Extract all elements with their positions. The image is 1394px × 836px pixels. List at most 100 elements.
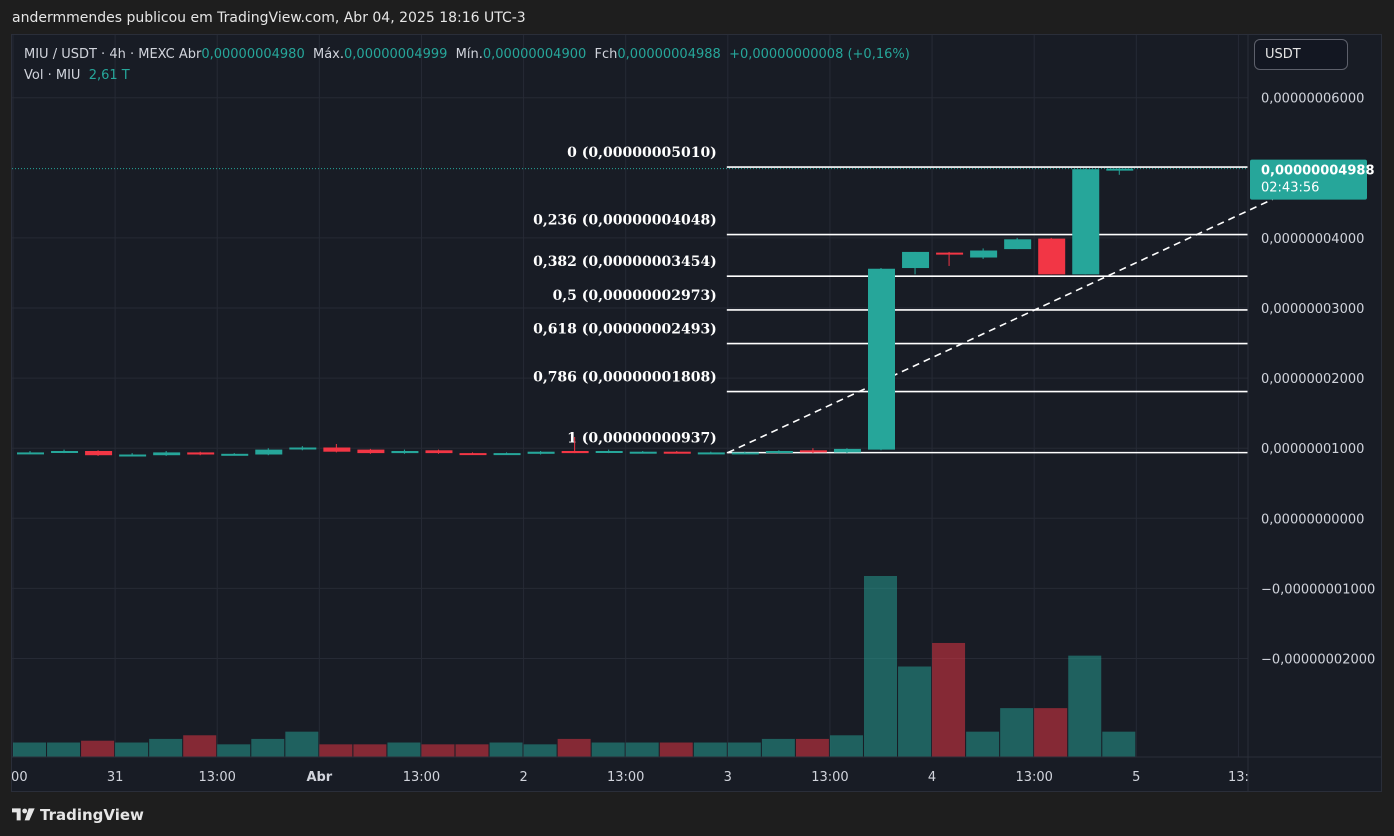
candle-body — [595, 451, 623, 454]
price-axis-tick-label: 0,00000007000 — [1261, 35, 1364, 37]
chart-panel[interactable]: 0 (0,00000005010) 0,236 (0,00000004048) 0,… — [11, 34, 1382, 792]
volume-bar — [1068, 655, 1102, 757]
trend-line-segment — [727, 198, 1273, 454]
fibonacci-retracement[interactable]: 0 (0,00000005010) 0,236 (0,00000004048) 0,… — [12, 145, 1248, 454]
time-axis-tick-label: 4 — [928, 770, 936, 785]
volume-legend: Vol · MIU 2,61 T — [24, 68, 130, 83]
open-label: Abr — [178, 47, 202, 62]
price-axis-tick-label: 0,00000001000 — [1261, 442, 1364, 457]
volume-bar — [693, 742, 727, 757]
fib-level-label: 0,236 (0,00000004048) — [533, 213, 717, 229]
candlesticks — [17, 167, 1134, 457]
volume-bar — [47, 742, 81, 757]
candle-body — [1106, 168, 1134, 171]
candle-body — [833, 448, 861, 453]
trend-line[interactable] — [727, 198, 1273, 454]
close-label: Fch — [594, 47, 618, 62]
time-axis-tick-label: 13: — [1228, 770, 1249, 785]
fib-level-label: 0,618 (0,00000002493) — [533, 322, 717, 338]
price-axis-tick-label: −0,00000001000 — [1261, 582, 1375, 597]
candle-body — [459, 453, 487, 456]
volume-bar — [285, 731, 319, 757]
volume-bar — [455, 744, 489, 757]
low-value: 0,00000004900 — [482, 47, 587, 62]
candle-body — [391, 451, 419, 454]
time-axis-tick-label: 13:00 — [811, 770, 848, 785]
axes[interactable]: 0,00000007000 0,00000006000 0,00000004000 0… — [12, 35, 1381, 791]
volume-bar — [387, 742, 421, 757]
volume-bars — [13, 576, 1136, 757]
last-price-badge — [1250, 159, 1367, 200]
fib-level-label: 0,382 (0,00000003454) — [533, 254, 717, 270]
fib-level-label: 0,786 (0,00000001808) — [533, 370, 717, 386]
candle-body — [697, 452, 725, 455]
candle-body — [493, 453, 521, 456]
volume-bar — [353, 744, 387, 757]
candle-body — [17, 452, 44, 455]
price-axis-tick-label: 0,00000000000 — [1261, 512, 1364, 527]
volume-bar — [251, 738, 285, 757]
price-chart[interactable]: 0 (0,00000005010)0,236 (0,00000004048)0,… — [12, 35, 1381, 791]
high-value: 0,00000004999 — [344, 47, 448, 62]
candle-body — [663, 451, 691, 454]
volume-bar — [489, 742, 523, 757]
fib-level-label: 0 (0,00000005010) — [567, 145, 717, 161]
last-price-badge-value: 0,00000004988 — [1261, 164, 1374, 179]
time-axis-tick-label: 13:00 — [1015, 770, 1052, 785]
candle-body — [51, 451, 79, 454]
volume-bar — [319, 744, 353, 757]
volume-bar — [898, 666, 932, 757]
candle-body — [629, 451, 657, 454]
volume-bar — [591, 742, 625, 757]
volume-bar — [1102, 731, 1136, 757]
volume-bar — [523, 744, 557, 757]
close-value: 0,00000004988 — [617, 47, 721, 62]
currency-button[interactable]: USDT — [1254, 39, 1348, 70]
candle-body — [425, 450, 453, 454]
high-label: Máx. — [313, 47, 345, 62]
volume-bar — [795, 738, 829, 757]
candle-body — [1038, 238, 1066, 275]
candle-body — [187, 452, 215, 455]
ohlc-legend: MIU / USDT · 4h · MEXC Abr0,00000004980 … — [24, 47, 910, 62]
time-axis-tick-label: 3:00 — [12, 770, 28, 785]
symbol-label[interactable]: MIU / USDT · 4h · MEXC — [24, 47, 175, 62]
time-axis-tick-label: Abr — [306, 770, 332, 785]
time-axis-tick-label: 13:00 — [403, 770, 440, 785]
volume-bar — [217, 744, 251, 757]
attribution-text: andermmendes publicou em TradingView.com… — [12, 10, 526, 26]
volume-bar — [13, 742, 46, 757]
fib-level-label: 0,5 (0,00000002973) — [553, 288, 717, 304]
tradingview-brand: TradingView — [40, 806, 144, 824]
candle-body — [970, 250, 998, 258]
time-axis-tick-label: 3 — [724, 770, 732, 785]
candle-body — [1072, 169, 1100, 275]
last-price-badge-countdown: 02:43:56 — [1261, 181, 1319, 196]
volume-bar — [149, 738, 183, 757]
candle-body — [85, 451, 113, 456]
volume-label[interactable]: Vol · MIU — [24, 68, 81, 83]
volume-bar — [727, 742, 761, 757]
price-axis-tick-label: 0,00000004000 — [1261, 232, 1364, 247]
candle-body — [153, 452, 181, 456]
price-axis-tick-label: 0,00000006000 — [1261, 92, 1364, 107]
candle-body — [936, 252, 964, 255]
footer: TradingView — [12, 804, 144, 826]
tradingview-logo-icon — [12, 808, 35, 821]
volume-bar — [1000, 708, 1034, 757]
volume-bar — [81, 740, 115, 757]
candle-body — [765, 451, 793, 454]
price-axis-tick-label: −0,00000002000 — [1261, 653, 1375, 668]
volume-bar — [761, 738, 795, 757]
time-axis-tick-label: 13:00 — [198, 770, 235, 785]
price-axis-tick-label: 0,00000003000 — [1261, 302, 1364, 317]
volume-value: 2,61 T — [88, 68, 130, 83]
candle-body — [799, 450, 827, 453]
volume-bar — [115, 742, 149, 757]
volume-bar — [557, 738, 591, 757]
low-label: Mín. — [455, 47, 483, 62]
candle-body — [527, 451, 555, 454]
volume-bar — [829, 735, 863, 757]
volume-bar — [932, 642, 966, 757]
candle-body — [868, 268, 895, 450]
